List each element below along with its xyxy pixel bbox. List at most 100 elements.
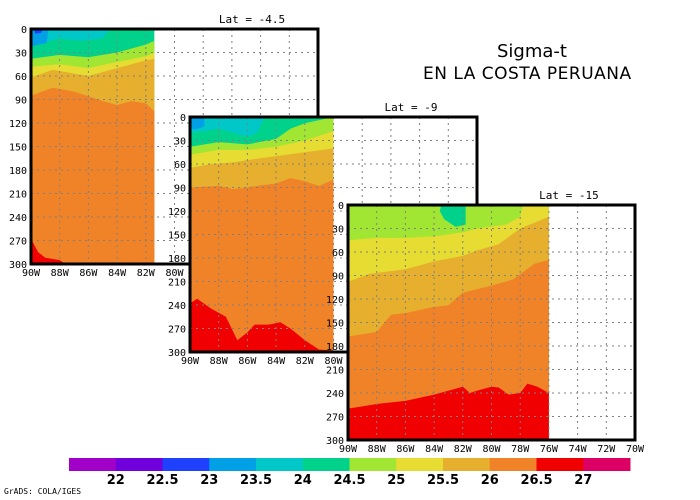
- x-tick-label: 86W: [396, 444, 415, 455]
- figure-subtitle: EN LA COSTA PERUANA: [423, 64, 632, 84]
- y-tick-label: 60: [332, 248, 344, 259]
- y-tick-label: 210: [9, 190, 27, 201]
- panel-title: Lat = -9: [384, 101, 437, 114]
- y-tick-label: 270: [326, 413, 344, 424]
- y-tick-label: 300: [326, 436, 344, 447]
- x-tick-label: 90W: [339, 444, 358, 455]
- colorbar-swatch: [536, 458, 584, 471]
- contour-band-26.5: [31, 238, 155, 264]
- colorbar-label: 25: [387, 473, 405, 488]
- y-tick-label: 180: [168, 254, 186, 265]
- contour-band-26: [190, 178, 334, 352]
- y-tick-label: 300: [9, 260, 27, 271]
- x-tick-label: 84W: [108, 268, 127, 279]
- y-tick-label: 30: [174, 137, 186, 148]
- colorbar-label: 26: [481, 473, 499, 488]
- y-tick-label: 180: [326, 342, 344, 353]
- colorbar-swatch: [256, 458, 304, 471]
- figure-title: Sigma-t: [497, 41, 567, 62]
- y-tick-label: 60: [174, 160, 186, 171]
- panel-title: Lat = -4.5: [219, 13, 285, 26]
- y-tick-label: 150: [168, 231, 186, 242]
- colorbar-swatch: [396, 458, 444, 471]
- colorbar-label: 27: [574, 473, 592, 488]
- x-tick-label: 78W: [511, 444, 530, 455]
- y-tick-label: 90: [174, 184, 186, 195]
- y-tick-label: 120: [168, 207, 186, 218]
- x-tick-label: 70W: [626, 444, 645, 455]
- grads-footer: GrADS: COLA/IGES: [4, 487, 82, 496]
- y-tick-label: 30: [15, 49, 27, 60]
- panel-title: Lat = -15: [539, 189, 599, 202]
- contour-patch: [439, 205, 466, 227]
- contour-fill: [348, 205, 549, 440]
- y-tick-label: 60: [15, 72, 27, 83]
- x-tick-label: 90W: [22, 268, 41, 279]
- y-tick-label: 240: [9, 213, 27, 224]
- contour-patch: [190, 117, 205, 130]
- colorbar-swatch: [583, 458, 631, 471]
- colorbar-label: 25.5: [427, 473, 459, 488]
- y-tick-label: 0: [21, 25, 27, 36]
- y-tick-label: 90: [15, 96, 27, 107]
- panel-1: 90W88W86W84W82W80W78W76W74W72W70W0306090…: [9, 13, 328, 279]
- x-tick-label: 74W: [569, 444, 588, 455]
- y-tick-label: 210: [326, 366, 344, 377]
- y-tick-label: 270: [168, 325, 186, 336]
- colorbar-label: 24: [294, 473, 312, 488]
- x-tick-label: 88W: [210, 356, 229, 367]
- colorbar-label: 23: [200, 473, 218, 488]
- colorbar-label: 24.5: [333, 473, 365, 488]
- x-tick-label: 76W: [540, 444, 559, 455]
- colorbar-swatch: [489, 458, 537, 471]
- colorbar-label: 23.5: [240, 473, 272, 488]
- x-tick-label: 86W: [238, 356, 257, 367]
- panel-3: 90W 88W 86W 84W 82W 80W 78W 76W 74W 72W 70W 0 30 60 90…: [326, 189, 645, 455]
- colorbar-label: 22: [107, 473, 125, 488]
- colorbar-swatch: [349, 458, 397, 471]
- contour-band-26.5: [348, 383, 549, 440]
- x-tick-label: 80W: [482, 444, 501, 455]
- x-tick-label: 84W: [425, 444, 444, 455]
- colorbar-swatch: [209, 458, 257, 471]
- x-tick-label: 80W: [165, 268, 184, 279]
- y-tick-label: 150: [9, 143, 27, 154]
- y-tick-label: 0: [338, 201, 344, 212]
- y-tick-label: 120: [326, 295, 344, 306]
- colorbar: 22 22.5 23 23.5 24 24.5 25 25.5 26 26.5 27: [69, 458, 631, 488]
- colorbar-swatch: [115, 458, 163, 471]
- contour-band-26: [31, 87, 155, 264]
- x-tick-label: 82W: [296, 356, 315, 367]
- y-tick-label: 30: [332, 225, 344, 236]
- x-tick-label: 80W: [324, 356, 343, 367]
- x-tick-label: 84W: [267, 356, 286, 367]
- y-tick-label: 150: [326, 319, 344, 330]
- x-tick-label: 86W: [79, 268, 98, 279]
- x-tick-label: 82W: [137, 268, 156, 279]
- colorbar-label: 22.5: [146, 473, 178, 488]
- y-tick-label: 240: [168, 301, 186, 312]
- x-tick-label: 72W: [597, 444, 616, 455]
- y-tick-label: 240: [326, 389, 344, 400]
- x-tick-label: 90W: [181, 356, 200, 367]
- colorbar-swatch: [69, 458, 117, 471]
- colorbar-swatch: [443, 458, 491, 471]
- panel-frame: [346, 203, 637, 442]
- y-tick-label: 270: [9, 237, 27, 248]
- x-tick-label: 88W: [51, 268, 70, 279]
- colorbar-swatch: [302, 458, 350, 471]
- y-tick-label: 90: [332, 272, 344, 283]
- y-tick-label: 300: [168, 348, 186, 359]
- contour-fill: [190, 117, 334, 352]
- colorbar-swatch: [162, 458, 210, 471]
- contour-patch: [31, 29, 110, 47]
- x-tick-label: 88W: [368, 444, 387, 455]
- contour-band-26.5: [190, 298, 334, 352]
- y-tick-label: 0: [180, 113, 186, 124]
- y-tick-label: 210: [168, 278, 186, 289]
- x-tick-label: 82W: [454, 444, 473, 455]
- y-tick-label: 180: [9, 166, 27, 177]
- colorbar-label: 26.5: [520, 473, 552, 488]
- y-tick-label: 120: [9, 119, 27, 130]
